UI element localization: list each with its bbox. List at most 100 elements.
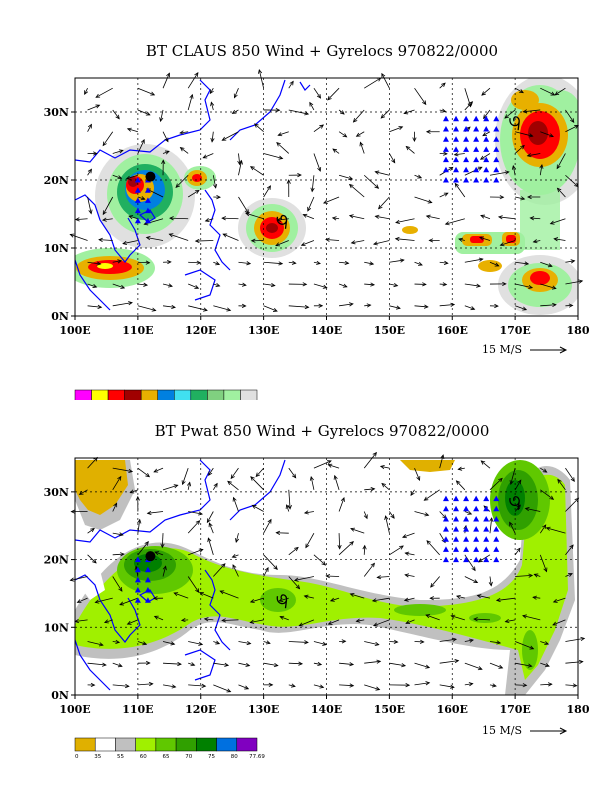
wind-vector-head xyxy=(349,683,355,688)
wind-vector xyxy=(509,522,516,534)
wind-vector-head xyxy=(273,662,279,668)
wind-vector-head xyxy=(219,590,225,595)
wind-vector xyxy=(87,169,92,176)
wind-vector xyxy=(338,283,347,288)
wind-vector-head xyxy=(87,123,92,129)
wind-vector xyxy=(565,638,585,642)
wind-vector-head xyxy=(103,619,109,624)
wind-vector xyxy=(77,597,88,603)
wind-vector-head xyxy=(198,641,204,646)
triangle-marker xyxy=(442,156,449,163)
colorbar-label: 55 xyxy=(117,754,124,760)
triangle-marker xyxy=(134,217,141,224)
wind-vector xyxy=(539,164,543,176)
wind-vector-head xyxy=(427,199,433,204)
wind-vector-head xyxy=(488,581,493,587)
wind-vector xyxy=(339,684,354,687)
triangle-marker xyxy=(453,546,460,552)
x-tick-label: 180 xyxy=(567,324,590,337)
wind-vector xyxy=(339,303,353,307)
wind-vector xyxy=(389,126,403,133)
wind-vector xyxy=(307,196,315,212)
wind-vector-head xyxy=(164,150,170,155)
wind-vector-head xyxy=(215,261,221,266)
wind-vector xyxy=(380,109,390,119)
gyreloc-marker xyxy=(276,214,288,229)
triangle-marker xyxy=(134,597,141,603)
triangle-marker xyxy=(453,166,460,173)
wind-vector-head xyxy=(250,238,256,243)
wind-vector xyxy=(338,131,347,138)
wind-vector-head xyxy=(316,94,322,99)
wind-vector-head xyxy=(425,681,431,686)
wind-vector xyxy=(364,660,381,664)
wind-vector-head xyxy=(208,522,213,528)
wind-vector-head xyxy=(285,504,290,509)
wind-vector-head xyxy=(509,521,514,527)
wind-vector-head xyxy=(322,284,328,289)
wind-vector-head xyxy=(556,164,561,170)
triangle-marker xyxy=(144,597,151,603)
wind-vector-head xyxy=(117,175,123,180)
wind-vector-head xyxy=(494,303,499,309)
wind-vector xyxy=(234,88,239,98)
wind-vector-head xyxy=(287,504,292,510)
wind-vector-head xyxy=(543,567,548,573)
wind-vector xyxy=(439,192,449,198)
wind-vector xyxy=(414,261,423,266)
x-tick-label: 140E xyxy=(311,324,342,337)
wind-vector xyxy=(350,528,365,534)
wind-vector xyxy=(454,153,465,156)
x-tick-label: 150E xyxy=(374,703,405,716)
wind-vector-head xyxy=(237,160,242,166)
wind-vector xyxy=(504,109,516,119)
wind-vector xyxy=(180,131,189,134)
wind-vector-head xyxy=(476,594,482,599)
wind-vector xyxy=(212,175,217,188)
wind-vector xyxy=(87,124,92,132)
wind-vector-head xyxy=(426,540,431,545)
wind-vector-head xyxy=(325,574,331,579)
wind-vector xyxy=(313,662,322,665)
wind-vector xyxy=(130,489,139,494)
wind-vector-head xyxy=(245,662,251,667)
wind-vector xyxy=(456,480,466,491)
wind-vector xyxy=(87,457,98,469)
triangle-marker xyxy=(483,495,490,502)
wind-vector xyxy=(385,515,390,534)
wind-vector-head xyxy=(327,620,333,625)
wind-vector xyxy=(373,240,390,245)
wind-vector xyxy=(275,240,289,246)
wind-vector-head xyxy=(96,261,102,266)
wind-vector xyxy=(489,641,501,644)
wind-vector xyxy=(122,240,138,245)
wind-vector-head xyxy=(458,237,464,242)
wind-vector-head xyxy=(526,153,532,158)
wind-vector-head xyxy=(504,114,509,119)
colorbar-swatch xyxy=(124,389,142,400)
claus-vector-reference: 15 M/S xyxy=(482,343,568,356)
wind-vector xyxy=(557,479,566,491)
colorbar-swatch xyxy=(94,737,116,752)
wind-vector-head xyxy=(102,210,107,216)
wind-vector xyxy=(87,261,101,265)
wind-vector xyxy=(288,684,296,687)
wind-vector xyxy=(288,109,309,115)
wind-vector-head xyxy=(325,237,330,242)
wind-vector-head xyxy=(499,242,505,247)
wind-vector xyxy=(127,619,139,625)
wind-vector-head xyxy=(186,481,192,487)
wind-vector-head xyxy=(495,597,501,603)
wind-vector xyxy=(527,153,541,157)
wind-vector xyxy=(395,238,415,241)
wind-vector-head xyxy=(468,101,474,106)
wind-vector-head xyxy=(307,206,312,212)
wind-vector-head xyxy=(375,686,381,691)
triangle-marker xyxy=(473,515,480,522)
wind-vector xyxy=(213,563,226,577)
wind-vector xyxy=(500,240,516,246)
colorbar-label: 80 xyxy=(231,754,238,760)
wind-vector xyxy=(112,503,118,512)
wind-vector xyxy=(205,218,214,222)
wind-vector xyxy=(515,283,533,289)
